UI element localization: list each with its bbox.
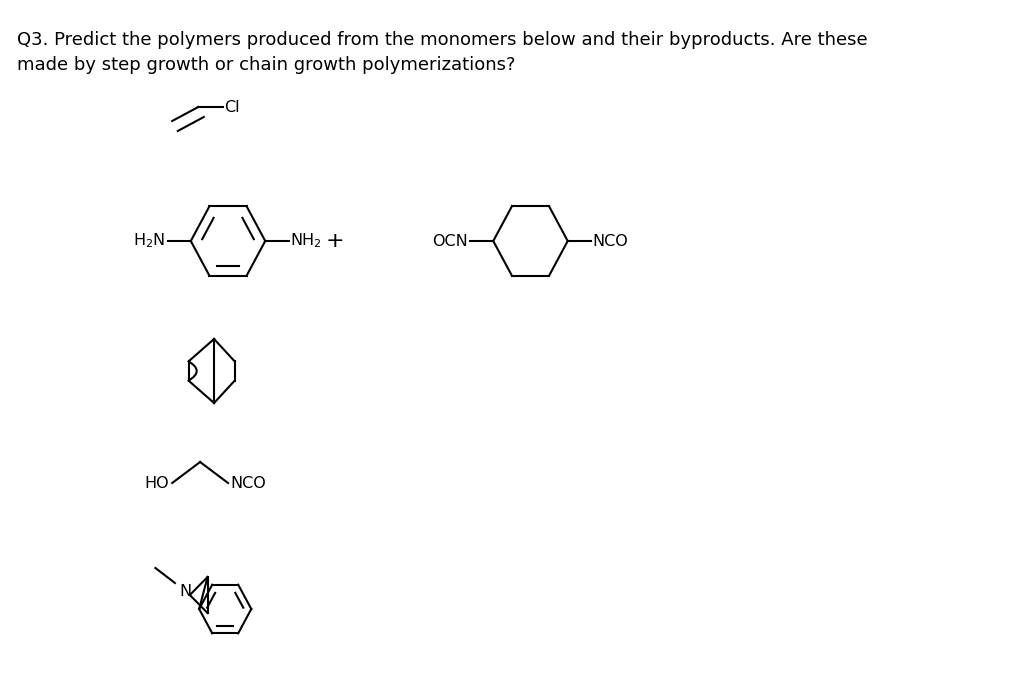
- Text: made by step growth or chain growth polymerizations?: made by step growth or chain growth poly…: [16, 56, 515, 74]
- Text: HO: HO: [144, 475, 169, 491]
- Text: N: N: [179, 583, 191, 598]
- Text: NCO: NCO: [229, 475, 265, 491]
- Text: OCN: OCN: [432, 234, 468, 249]
- Text: Cl: Cl: [224, 100, 240, 115]
- Text: Q3. Predict the polymers produced from the monomers below and their byproducts. : Q3. Predict the polymers produced from t…: [16, 31, 867, 49]
- Text: H$_2$N: H$_2$N: [133, 231, 166, 250]
- Text: NCO: NCO: [593, 234, 629, 249]
- Text: +: +: [326, 231, 344, 251]
- Text: NH$_2$: NH$_2$: [291, 231, 322, 250]
